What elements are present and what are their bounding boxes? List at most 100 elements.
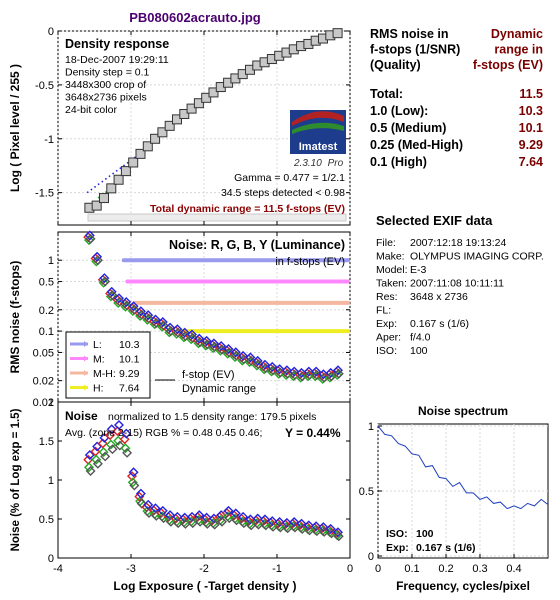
legend-value: 7.64 <box>119 383 140 395</box>
noise-pct-point <box>296 518 307 529</box>
y-tick-label: 0.02 <box>33 376 54 388</box>
noise-point <box>231 350 242 361</box>
noise-pct-point <box>84 450 95 461</box>
density-point <box>164 120 175 131</box>
logo-red-swoosh <box>292 111 344 126</box>
rms-row-value: 10.3 <box>519 104 543 118</box>
noise-point <box>245 352 256 363</box>
file-title: PB080602acrauto.jpg <box>129 10 261 25</box>
density-point <box>201 92 212 103</box>
legend-arrow <box>84 370 88 376</box>
rms-row-label: 0.5 (Medium) <box>370 121 446 135</box>
noise-pct-avg: Avg. (zone 2-15) RGB % = 0.48 0.45 0.46; <box>65 427 262 439</box>
noise-pct-point <box>281 517 292 528</box>
y-tick-label: -1 <box>44 134 54 146</box>
noise-pct-point <box>98 447 109 458</box>
density-point <box>186 103 197 114</box>
rms-row-label: 0.25 (Med-High) <box>370 138 463 152</box>
rms-row-label: 0.1 (High) <box>370 155 427 169</box>
spectrum-exp-value: 0.167 s (1/6) <box>416 542 476 554</box>
noise-point <box>165 322 176 333</box>
noise-pct-point <box>100 451 111 462</box>
y-tick-label: -1.5 <box>35 188 54 200</box>
noise-point <box>289 366 300 377</box>
noise-point <box>92 255 103 266</box>
exif-key: Aper: <box>376 332 401 344</box>
y-tick-label: 0 <box>368 551 374 563</box>
x-tick-label: 0.1 <box>404 563 419 575</box>
noise-pct-point <box>325 523 336 534</box>
y-tick-label: -0.5 <box>35 80 54 92</box>
noise-pct-point <box>260 514 270 525</box>
noise-point <box>135 306 146 317</box>
noise-y-label: RMS noise (f-stops) <box>8 261 22 374</box>
rms-row-label: 1.0 (Low): <box>370 104 428 118</box>
noise-pct-point <box>120 443 131 454</box>
noise-pct-point <box>289 516 300 527</box>
y-tick-label: 1.5 <box>39 436 54 448</box>
legend-value: 10.1 <box>119 354 140 366</box>
noise-point <box>150 314 161 325</box>
exif-rows: File: 2007:12:18 19:13:24 Make: OLYMPUS IMA… <box>376 237 544 357</box>
density-response-panel: 0 -0.5 -1 -1.5 Density response 18-Dec-2007… <box>8 26 351 226</box>
noise-point <box>92 251 103 262</box>
noise-point <box>85 233 96 244</box>
svg-text:Exp: 0.167 s (1/6): Exp: 0.167 s (1/6) <box>386 542 476 554</box>
noise-pct-point <box>158 513 169 524</box>
spectrum-iso-label: ISO: <box>386 528 408 540</box>
x-tick-label: 0.2 <box>438 563 453 575</box>
rms-row-label: Total: <box>370 87 403 101</box>
exif-value: E-3 <box>410 264 427 276</box>
noise-point <box>187 329 197 340</box>
rms-row-value: 11.5 <box>519 87 543 101</box>
noise-point <box>246 355 257 366</box>
exif-value: 0.167 s (1/6) <box>410 318 469 330</box>
rms-header-right: Dynamic range inf-stops (EV) <box>473 27 543 72</box>
noise-pct-point <box>311 521 322 532</box>
exif-block: Selected EXIF data File: 2007:12:18 19:13… <box>376 213 544 357</box>
density-title: Density response <box>65 37 169 51</box>
noise-pct-point <box>129 480 140 491</box>
exif-value: f/4.0 <box>410 332 431 344</box>
rms-header-right-line: f-stops (EV) <box>473 58 543 72</box>
noise-pct-point <box>84 462 94 473</box>
y-tick-label: 0.2 <box>39 305 54 317</box>
noise-pct-point <box>112 426 123 437</box>
rms-header-left: RMS noise in f-stops (1/SNR)(Quality) <box>370 27 460 72</box>
noise-point <box>114 296 125 307</box>
y-tick-label: 0.5 <box>39 514 54 526</box>
noise-point <box>194 333 205 344</box>
noise-pct-point <box>119 434 130 445</box>
spectrum-exp-label: Exp: <box>386 542 409 554</box>
version-suffix: Pro <box>328 158 344 169</box>
noise-pct-y: Y = 0.44% <box>285 426 341 440</box>
x-tick-label: 0.3 <box>472 563 487 575</box>
noise-pct-point <box>127 477 138 488</box>
noise-pct-point <box>107 444 118 455</box>
x-tick-label: -4 <box>53 563 63 575</box>
noise-point <box>216 341 227 352</box>
y-tick-label: 0.05 <box>33 347 54 359</box>
rms-header-left-line: f-stops (1/SNR) <box>370 43 460 57</box>
spectrum-title: Noise spectrum <box>418 404 508 418</box>
rms-header-right-line: range in <box>494 43 543 57</box>
noise-pct-point <box>106 424 117 435</box>
legend-name: L: <box>93 339 102 351</box>
svg-text:ISO: 100: ISO: 100 <box>386 528 434 540</box>
noise-pct-point <box>274 516 285 527</box>
exif-key: Model: <box>376 264 408 276</box>
y-tick-label: 0.1 <box>39 326 54 338</box>
noise-point <box>333 365 343 376</box>
density-point <box>91 200 102 211</box>
legend-value: 9.29 <box>119 368 140 380</box>
noise-fstops-panel: 1 0.5 0.2 0.1 0.05 0.02 0.01 Noise: R, G, B, Y… <box>8 230 351 409</box>
noise-pct-point <box>105 439 116 450</box>
noise-pct-point <box>245 514 256 525</box>
density-point <box>208 87 219 98</box>
gamma-text: Gamma = 0.477 = 1/2.1 <box>234 172 345 184</box>
noise-pct-y-label: Noise (% of Log exp = 1.5) <box>10 408 22 551</box>
density-point <box>120 166 131 177</box>
noise-point <box>187 332 198 343</box>
